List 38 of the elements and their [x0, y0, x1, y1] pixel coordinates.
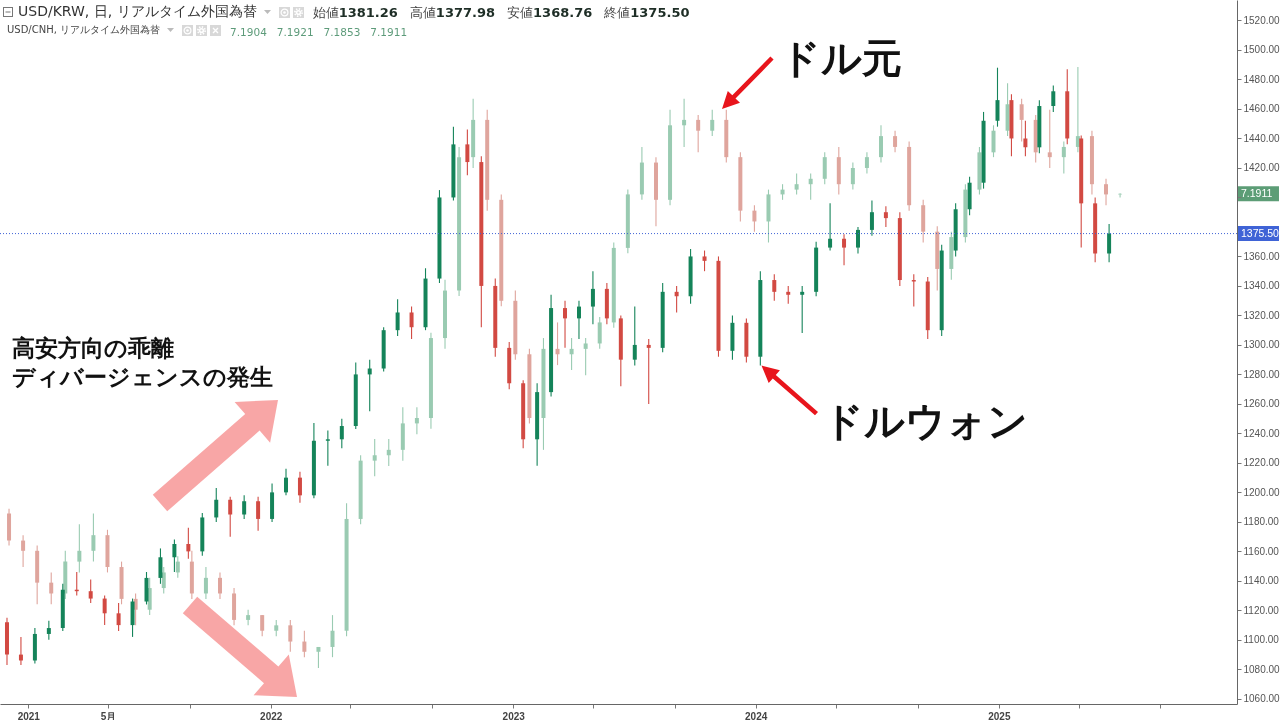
y-tick-label: 1060.00 — [1243, 693, 1280, 705]
y-tick-label: 1300.00 — [1243, 339, 1280, 351]
y-tick-label: 1520.00 — [1243, 15, 1280, 26]
y-tick-label: 1340.00 — [1243, 280, 1280, 292]
y-tick-label: 1440.00 — [1243, 132, 1280, 144]
y-tick-label: 1120.00 — [1243, 604, 1280, 616]
y-tick-label: 1360.00 — [1243, 250, 1280, 262]
y-tick-label: 1160.00 — [1243, 545, 1280, 557]
y-tick-label: 1140.00 — [1243, 575, 1280, 587]
chart-title: USD/KRW, 日, リアルタイム外国為替 — [18, 3, 257, 21]
x-tick-label: 2023 — [502, 710, 526, 720]
y-tick-label: 1420.00 — [1243, 162, 1280, 174]
y-tick-label: 1260.00 — [1243, 398, 1280, 410]
y-tick-label: 1480.00 — [1243, 73, 1280, 85]
annotation: 高安方向の乖離 — [12, 334, 174, 362]
annotation: ドルウォン — [823, 397, 1029, 444]
y-tick-label: 1280.00 — [1243, 368, 1280, 380]
y-tick-label: 1460.00 — [1243, 103, 1280, 115]
x-tick-label: 2021 — [17, 710, 41, 720]
candlestick — [911, 273, 916, 308]
y-tick-label: 1080.00 — [1243, 663, 1280, 675]
ref-line-label: 1375.50 — [1241, 226, 1280, 239]
text: 7.1911 — [1240, 187, 1273, 199]
y-tick-label: 1200.00 — [1243, 486, 1280, 498]
x-tick-label: 2025 — [988, 710, 1011, 720]
annotation: ディバージェンスの発生 — [12, 363, 273, 391]
y-tick-label: 1240.00 — [1243, 427, 1280, 439]
y-tick-label: 1100.00 — [1243, 634, 1280, 646]
y-tick-label: 1220.00 — [1243, 457, 1280, 469]
annotation: 始値1381.26 高値1377.98 安値1368.76 終値1375.50 — [312, 5, 690, 20]
annotation: ドル元 — [780, 35, 902, 81]
y-tick-label: 1320.00 — [1243, 309, 1280, 321]
y-tick-label: 1180.00 — [1243, 516, 1280, 528]
annotation: 7.1904 7.1921 7.1853 7.1911 — [230, 25, 408, 38]
chart-title: USD/CNH, リアルタイム外国為替 — [7, 23, 161, 37]
x-tick-label: 2024 — [745, 710, 768, 720]
x-tick-label: 2022 — [260, 710, 283, 720]
y-tick-label: 1500.00 — [1243, 44, 1280, 56]
